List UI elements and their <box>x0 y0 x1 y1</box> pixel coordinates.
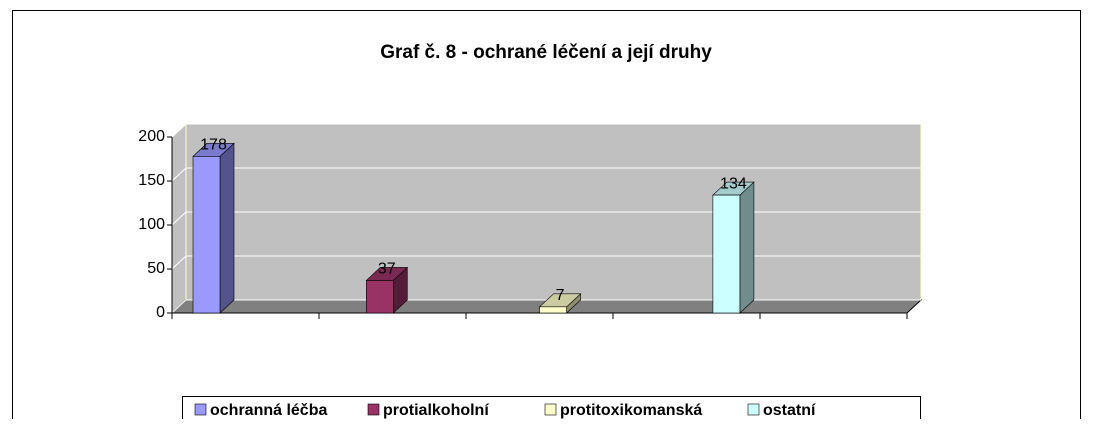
y-tick-label: 150 <box>138 172 165 189</box>
grid-line <box>171 299 187 314</box>
bar-front <box>365 280 394 314</box>
bar <box>538 293 582 314</box>
legend-swatch <box>544 403 557 416</box>
chart-title: Graf č. 8 - ochrané léčení a její druhy <box>380 42 712 63</box>
bar-side <box>219 142 235 314</box>
data-label: 178 <box>200 137 227 154</box>
legend-swatch <box>367 403 380 416</box>
bar <box>365 266 409 314</box>
legend-label: ostatní <box>763 402 816 419</box>
grid-line <box>171 123 187 138</box>
legend: ochranná léčba protialkoholní protitoxikom… <box>182 396 921 424</box>
grid-line <box>171 255 187 270</box>
grid-line <box>171 211 187 226</box>
bar-front <box>712 194 741 314</box>
legend-swatch <box>747 403 760 416</box>
y-tick-label: 100 <box>138 216 165 233</box>
legend-label: protialkoholní <box>383 402 489 419</box>
grid-line <box>171 167 187 182</box>
bar <box>712 181 755 314</box>
data-label: 7 <box>556 287 565 304</box>
legend-label: protitoxikomanská <box>560 402 702 419</box>
bar-front <box>539 306 567 314</box>
legend-swatch <box>194 403 207 416</box>
legend-label: ochranná léčba <box>210 402 327 419</box>
bar-front <box>192 156 221 314</box>
y-tick-label: 0 <box>156 304 165 321</box>
y-tick-label: 50 <box>147 260 165 277</box>
y-tick-label: 200 <box>138 128 165 145</box>
data-label: 37 <box>378 261 396 278</box>
bar-side <box>739 181 755 314</box>
bar <box>192 142 235 314</box>
data-label: 134 <box>720 175 747 192</box>
